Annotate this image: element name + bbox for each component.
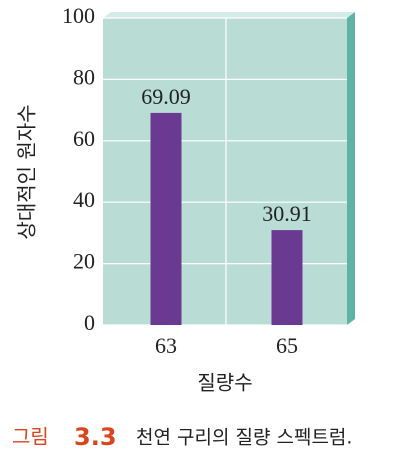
y-axis-label: 상대적인 원자수	[15, 104, 39, 239]
y-tick-label: 20	[73, 249, 95, 274]
y-tick-label: 60	[73, 126, 95, 151]
bar	[271, 230, 303, 325]
value-label: 30.91	[262, 201, 312, 226]
plot-top-edge	[103, 12, 355, 18]
y-tick-label: 80	[73, 64, 95, 89]
caption-number: 3.3	[74, 423, 117, 451]
value-label: 69.09	[141, 84, 191, 109]
x-axis-label: 질량수	[197, 371, 252, 395]
caption-label: 그림	[12, 425, 49, 449]
x-tick-label: 63	[155, 333, 177, 358]
plot-area	[103, 18, 347, 325]
caption-text: 천연 구리의 질량 스펙트럼.	[136, 427, 352, 449]
y-tick-label: 0	[84, 310, 95, 335]
y-tick-label: 40	[73, 187, 95, 212]
y-tick-label: 100	[62, 3, 95, 28]
x-tick-label: 65	[276, 333, 298, 358]
bar	[150, 112, 182, 325]
plot-side-wall	[347, 12, 355, 325]
